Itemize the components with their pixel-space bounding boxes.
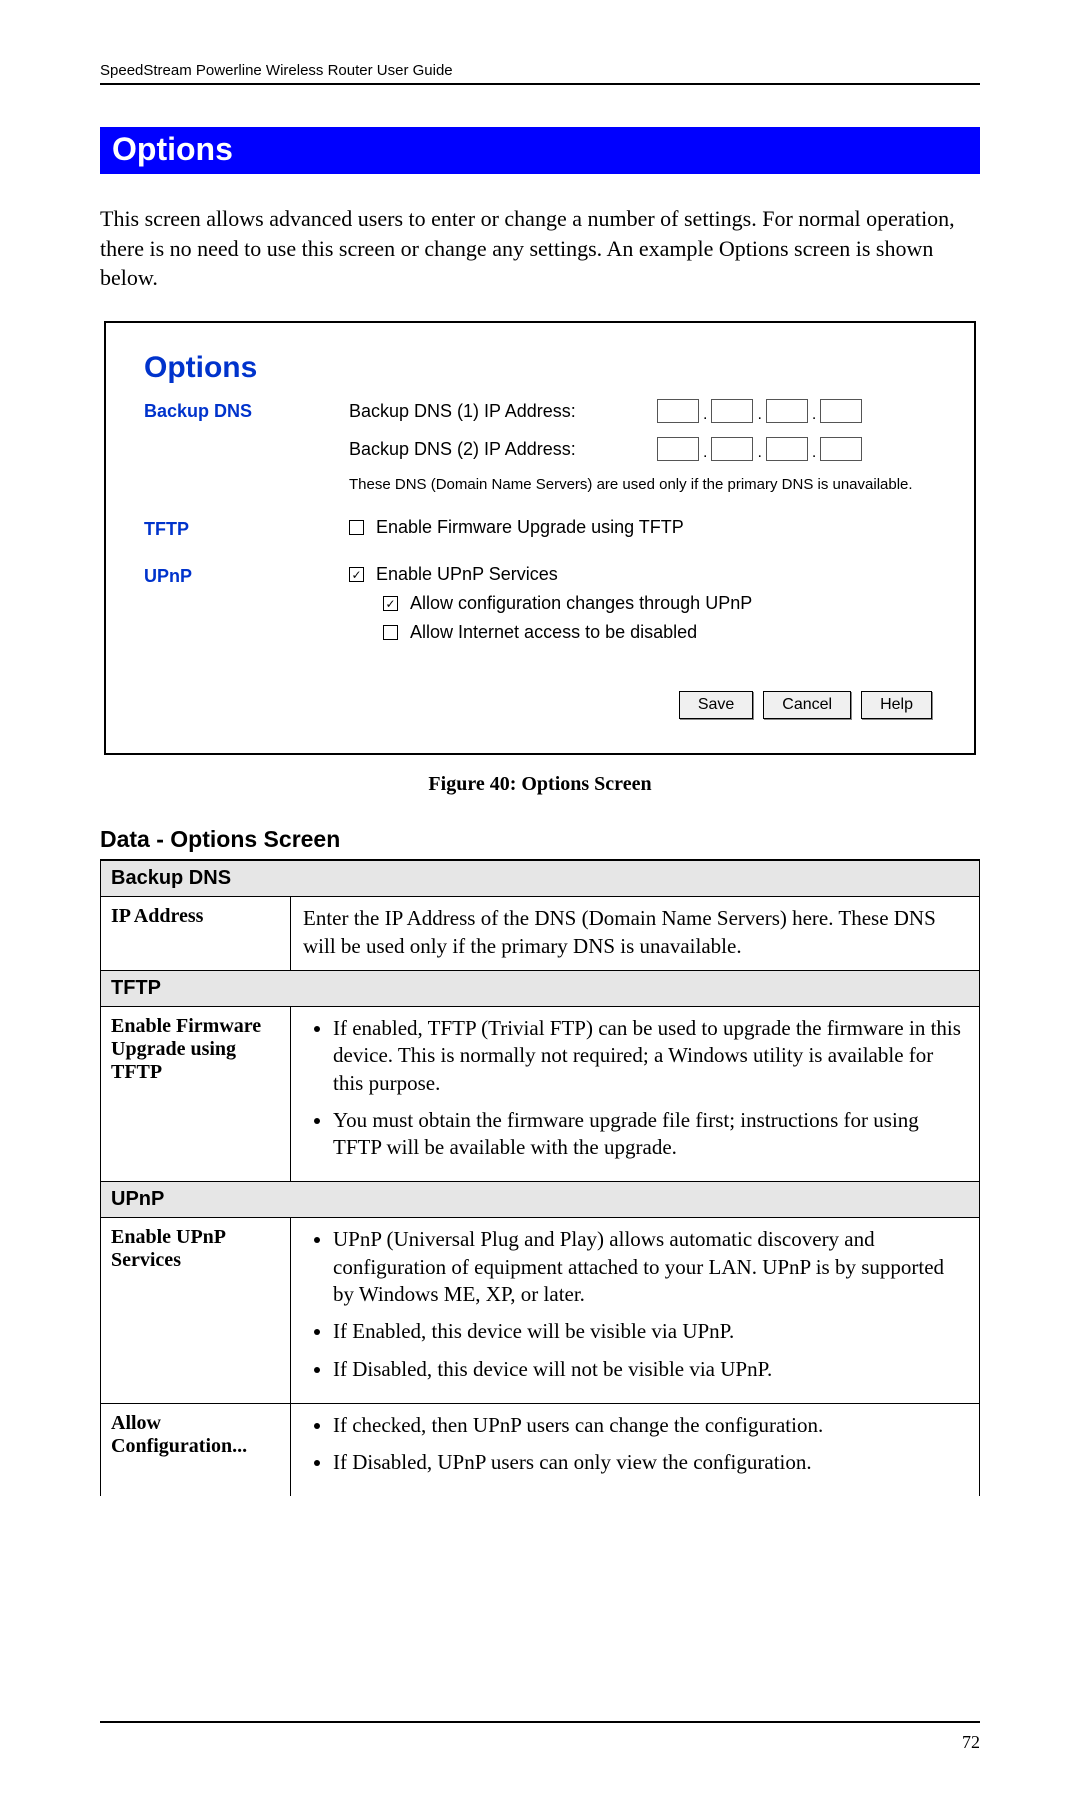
- upnp-allow-disable-checkbox[interactable]: [383, 625, 398, 640]
- upnp-label: UPnP: [144, 564, 349, 651]
- save-button[interactable]: Save: [679, 691, 753, 719]
- running-header: SpeedStream Powerline Wireless Router Us…: [100, 62, 980, 85]
- upnp-enable-label: Enable UPnP Services: [376, 564, 558, 585]
- row-ip-address-desc: Enter the IP Address of the DNS (Domain …: [291, 897, 980, 971]
- upnp-allow-config-checkbox[interactable]: ✓: [383, 596, 398, 611]
- dns2-ip-input[interactable]: . . .: [657, 437, 862, 461]
- row-upnp-b1: UPnP (Universal Plug and Play) allows au…: [333, 1226, 967, 1308]
- row-allow-config-b2: If Disabled, UPnP users can only view th…: [333, 1449, 967, 1476]
- row-allow-config-desc: If checked, then UPnP users can change t…: [291, 1403, 980, 1496]
- intro-paragraph: This screen allows advanced users to ent…: [100, 204, 980, 293]
- tftp-checkbox-label: Enable Firmware Upgrade using TFTP: [376, 517, 684, 538]
- figure-caption: Figure 40: Options Screen: [100, 773, 980, 796]
- help-button[interactable]: Help: [861, 691, 932, 719]
- options-screenshot-panel: Options Backup DNS Backup DNS (1) IP Add…: [104, 321, 976, 755]
- page-number: 72: [962, 1732, 980, 1753]
- row-upnp-b3: If Disabled, this device will not be vis…: [333, 1356, 967, 1383]
- row-tftp-desc: If enabled, TFTP (Trivial FTP) can be us…: [291, 1006, 980, 1181]
- row-tftp-b1: If enabled, TFTP (Trivial FTP) can be us…: [333, 1015, 967, 1097]
- row-allow-config-b1: If checked, then UPnP users can change t…: [333, 1412, 967, 1439]
- tftp-checkbox[interactable]: [349, 520, 364, 535]
- dns2-label: Backup DNS (2) IP Address:: [349, 439, 649, 460]
- row-upnp-enable-label: Enable UPnP Services: [101, 1218, 291, 1403]
- row-tftp-b2: You must obtain the firmware upgrade fil…: [333, 1107, 967, 1162]
- row-ip-address-label: IP Address: [101, 897, 291, 971]
- row-upnp-enable-desc: UPnP (Universal Plug and Play) allows au…: [291, 1218, 980, 1403]
- upnp-allow-config-label: Allow configuration changes through UPnP: [410, 593, 752, 614]
- dns-note: These DNS (Domain Name Servers) are used…: [349, 475, 936, 495]
- dns1-ip-input[interactable]: . . .: [657, 399, 862, 423]
- footer-rule: [100, 1721, 980, 1723]
- tftp-label: TFTP: [144, 517, 349, 546]
- cat-tftp: TFTP: [101, 970, 980, 1006]
- cancel-button[interactable]: Cancel: [763, 691, 851, 719]
- row-upnp-b2: If Enabled, this device will be visible …: [333, 1318, 967, 1345]
- data-section-title: Data - Options Screen: [100, 826, 980, 853]
- upnp-enable-checkbox[interactable]: ✓: [349, 567, 364, 582]
- cat-upnp: UPnP: [101, 1182, 980, 1218]
- panel-title: Options: [144, 351, 936, 385]
- row-tftp-label: Enable Firmware Upgrade using TFTP: [101, 1006, 291, 1181]
- backup-dns-label: Backup DNS: [144, 399, 349, 495]
- row-allow-config-label: Allow Configuration...: [101, 1403, 291, 1496]
- upnp-allow-disable-label: Allow Internet access to be disabled: [410, 622, 697, 643]
- dns1-label: Backup DNS (1) IP Address:: [349, 401, 649, 422]
- page-title-bar: Options: [100, 127, 980, 174]
- cat-backup-dns: Backup DNS: [101, 860, 980, 897]
- data-options-table: Backup DNS IP Address Enter the IP Addre…: [100, 859, 980, 1496]
